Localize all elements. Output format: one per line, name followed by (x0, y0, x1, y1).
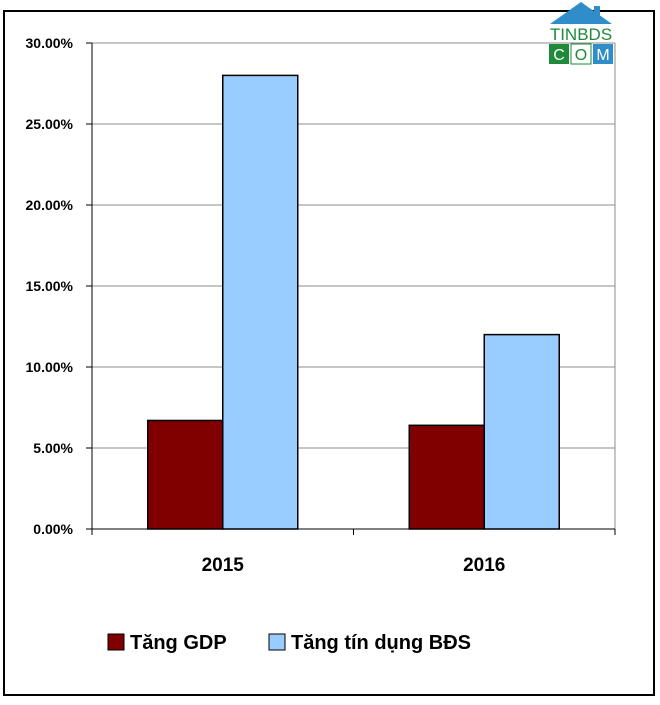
legend-label-1: Tăng GDP (130, 632, 227, 654)
y-tick-label: 10.00% (26, 359, 74, 375)
legend-swatch-2 (268, 633, 286, 651)
chart-frame (3, 10, 655, 696)
bar-2015-series-2 (222, 74, 299, 530)
bar-2015-series-1 (147, 419, 224, 530)
bar-2016-series-2 (483, 333, 560, 530)
x-tick-label: 2015 (202, 555, 245, 576)
watermark-letter-m: M (596, 47, 609, 64)
legend-label-2: Tăng tín dụng BĐS (291, 632, 471, 654)
legend-swatch-1 (107, 633, 125, 651)
y-tick-label: 5.00% (33, 440, 73, 456)
watermark-box-m (593, 44, 613, 64)
y-tick-label: 0.00% (33, 521, 73, 537)
watermark-box-c (549, 44, 569, 64)
watermark-letter-c: C (553, 47, 565, 64)
bar-2016-series-1 (408, 424, 485, 530)
y-tick-label: 25.00% (26, 116, 74, 132)
x-tick-label: 2016 (463, 555, 505, 576)
house-chimney-icon (594, 6, 600, 18)
watermark-letter-o: O (575, 47, 587, 64)
y-tick-label: 15.00% (26, 278, 74, 294)
house-roof-icon (550, 2, 612, 24)
watermark-top-text: TINBDS (550, 25, 612, 44)
y-tick-label: 30.00% (26, 35, 74, 51)
watermark-logo: TINBDS C O M (549, 2, 613, 65)
y-tick-label: 20.00% (26, 197, 74, 213)
watermark-box-o (570, 43, 592, 65)
